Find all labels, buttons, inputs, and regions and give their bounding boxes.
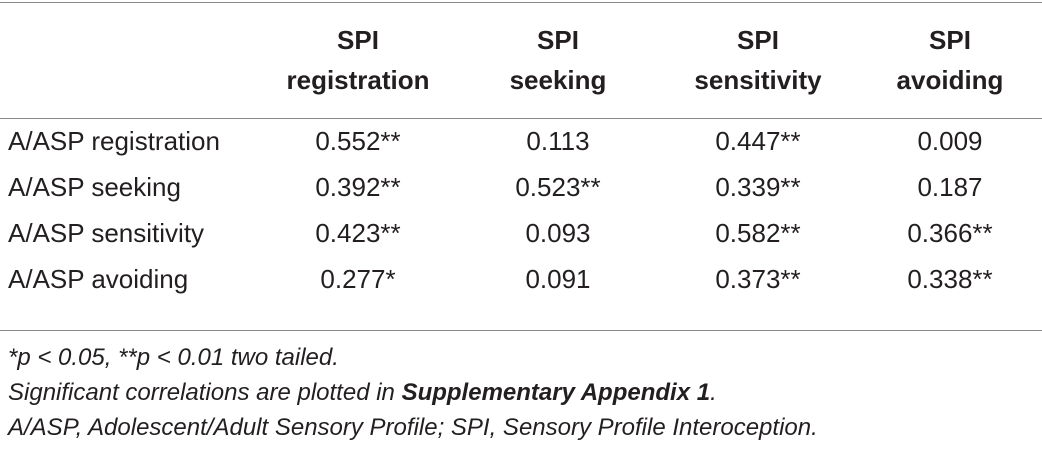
header-line: registration <box>286 65 430 95</box>
header-line: sensitivity <box>694 65 822 95</box>
column-header: SPI avoiding <box>858 2 1042 118</box>
table-body: A/ASP registration 0.552** 0.113 0.447** 0.0… <box>0 118 1042 302</box>
cell: 0.373** <box>715 263 801 294</box>
table-row: A/ASP avoiding 0.277* 0.091 0.373** 0.338** <box>0 256 1042 302</box>
cell: 0.582** <box>715 217 801 248</box>
cell: 0.277* <box>320 263 396 294</box>
header-line: SPI <box>737 25 779 55</box>
footnote-link: Supplementary Appendix 1 <box>401 379 711 406</box>
cell: 0.366** <box>907 217 993 248</box>
header-row: SPI registration SPI seeking SPI sensitivity S… <box>0 2 1042 118</box>
column-header: SPI seeking <box>458 2 658 118</box>
footnotes: *p < 0.05, **p < 0.01 two tailed. Signif… <box>8 340 818 445</box>
corner-cell <box>0 2 258 118</box>
cell: 0.392** <box>315 171 401 202</box>
column-header: SPI sensitivity <box>658 2 858 118</box>
header-line: seeking <box>509 65 607 95</box>
table-row: A/ASP sensitivity 0.423** 0.093 0.582** 0.36… <box>0 210 1042 256</box>
table-row: A/ASP seeking 0.392** 0.523** 0.339** 0.187 <box>0 164 1042 210</box>
cell: 0.187 <box>917 171 983 202</box>
cell: 0.009 <box>917 125 983 156</box>
footnote-text: Significant correlations are plotted in <box>8 379 402 406</box>
header-line: avoiding <box>896 65 1004 95</box>
row-label: A/ASP registration <box>8 125 220 156</box>
row-label: A/ASP avoiding <box>8 263 189 294</box>
row-label: A/ASP seeking <box>8 171 181 202</box>
table-header: SPI registration SPI seeking SPI sensitivity S… <box>0 2 1042 118</box>
header-rule <box>0 118 1042 119</box>
footnote-text: . <box>710 379 717 406</box>
cell: 0.113 <box>526 125 590 156</box>
footnote: *p < 0.05, **p < 0.01 two tailed. <box>8 344 339 371</box>
row-label: A/ASP sensitivity <box>8 217 205 248</box>
cell: 0.423** <box>315 217 401 248</box>
header-line: SPI <box>537 25 579 55</box>
cell: 0.339** <box>715 171 801 202</box>
footnote: Significant correlations are plotted in … <box>8 375 818 410</box>
header-line: SPI <box>337 25 379 55</box>
footnote: A/ASP, Adolescent/Adult Sensory Profile;… <box>8 414 818 441</box>
column-header: SPI registration <box>258 2 458 118</box>
correlation-table: SPI registration SPI seeking SPI sensitivity S… <box>0 2 1042 302</box>
bottom-rule <box>0 330 1042 331</box>
top-rule <box>0 2 1042 3</box>
cell: 0.338** <box>907 263 993 294</box>
cell: 0.523** <box>515 171 601 202</box>
table-row: A/ASP registration 0.552** 0.113 0.447** 0.0… <box>0 118 1042 164</box>
header-line: SPI <box>929 25 971 55</box>
cell: 0.093 <box>525 217 591 248</box>
cell: 0.552** <box>315 125 401 156</box>
cell: 0.447** <box>715 125 801 156</box>
cell: 0.091 <box>525 263 591 294</box>
